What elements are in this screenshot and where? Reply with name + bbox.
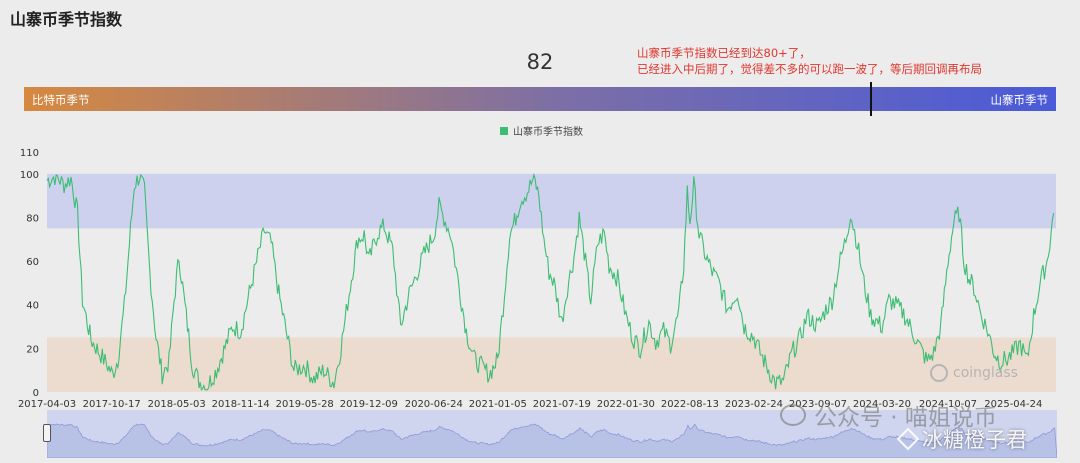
y-tick-label: 110 [20,148,39,159]
coinglass-logo-icon [930,364,948,382]
y-tick-label: 40 [26,301,39,312]
x-tick-label: 2023-09-07 [789,399,847,410]
y-tick-label: 80 [26,213,39,224]
page-title: 山寨币季节指数 [10,10,123,29]
range-navigator[interactable] [47,410,1057,458]
season-gradient-bar: 比特币季节 山寨币季节 [24,87,1056,111]
zone-band-0 [47,173,1056,229]
x-tick-label: 2023-02-24 [725,399,783,410]
navigator-area [47,423,1057,458]
binance-logo-icon [896,427,920,451]
legend-swatch [500,126,508,135]
bitcoin-season-label: 比特币季节 [32,93,90,107]
x-tick-label: 2024-03-20 [853,399,911,410]
x-tick-label: 2020-06-24 [405,399,463,410]
season-bar-marker [870,82,872,116]
navigator-left-handle[interactable] [43,424,51,442]
annotation-line-1: 山寨币季节指数已经到达80+了， [637,46,811,60]
x-tick-label: 2024-10-07 [919,399,977,410]
y-tick-label: 100 [20,170,39,181]
x-tick-label: 2018-11-14 [212,399,270,410]
x-tick-label: 2019-05-28 [276,399,334,410]
chart-legend[interactable]: 山寨币季节指数 [500,123,583,138]
coinglass-text: coinglass [953,365,1018,381]
altcoin-season-label: 山寨币季节 [990,93,1049,107]
x-tick-label: 2021-07-19 [533,399,591,410]
index-series-line [46,172,1055,391]
y-tick-label: 60 [26,257,39,268]
x-tick-label: 2017-10-17 [83,399,141,410]
coinglass-watermark: coinglass [930,364,1018,382]
x-tick-label: 2025-04-24 [984,399,1042,410]
x-tick-label: 2018-05-03 [148,399,206,410]
navigator-preview-chart [47,423,1057,458]
annotation-line-2: 已经进入中后期了，觉得差不多的可以跑一波了，等后期回调再布局 [637,62,982,76]
index-line-chart[interactable]: 0 20 40 60 80 100 110 2017-04-03 2017-10-17 2018-… [0,140,1080,410]
binance-watermark-text: 冰糖橙子君 [922,428,1027,452]
x-tick-label: 2021-01-05 [469,399,527,410]
x-tick-label: 2022-01-30 [597,399,655,410]
y-tick-label: 0 [33,388,39,399]
x-tick-label: 2017-04-03 [18,399,76,410]
binance-watermark: 冰糖橙子君 [896,424,1027,454]
x-tick-label: 2022-08-13 [661,399,719,410]
annotation-note: 山寨币季节指数已经到达80+了， 已经进入中后期了，觉得差不多的可以跑一波了，等… [637,45,982,77]
wechat-watermark-text: 公众号 · 喵姐说币 [814,405,997,431]
wechat-watermark: 公众号 · 喵姐说币 [780,398,997,432]
y-tick-label: 20 [26,344,39,355]
wechat-icon [780,404,806,426]
zone-band-1 [47,337,1056,392]
x-tick-label: 2019-12-09 [340,399,398,410]
current-index-value: 82 [526,50,554,74]
legend-label: 山寨币季节指数 [513,127,583,138]
